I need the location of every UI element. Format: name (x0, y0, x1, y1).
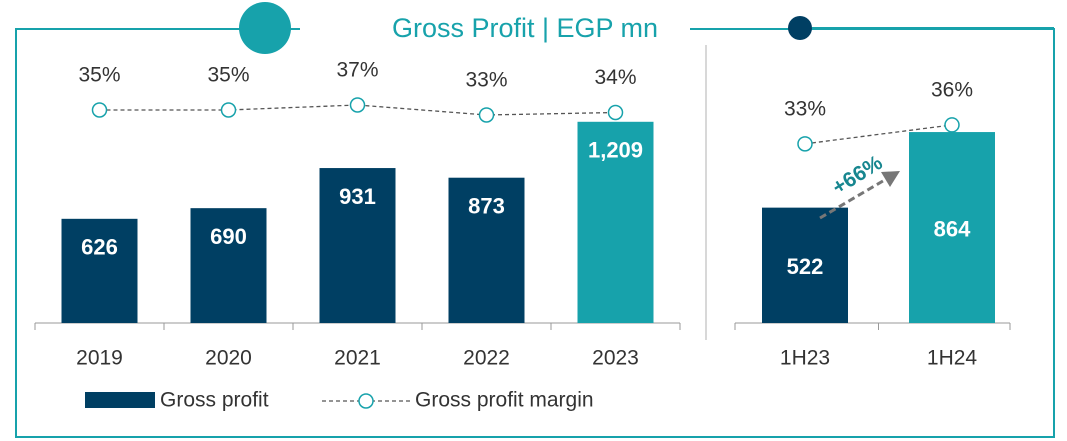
margin-label: 36% (931, 78, 973, 101)
margin-marker (478, 107, 495, 123)
title-decoration (239, 2, 291, 54)
bar-value-label: 690 (210, 224, 247, 249)
growth-arrowhead (881, 171, 900, 187)
margin-label: 33% (465, 69, 507, 92)
bar-value-label: 931 (339, 184, 376, 209)
x-tick-label: 2019 (76, 347, 123, 370)
margin-label: 34% (594, 66, 636, 89)
bar-value-label: 873 (468, 194, 505, 219)
margin-label: 35% (207, 64, 249, 87)
bar-value-label: 864 (934, 216, 971, 241)
legend-swatch (85, 392, 155, 408)
x-tick-label: 1H23 (780, 347, 830, 370)
margin-marker (797, 136, 813, 152)
margin-marker (944, 117, 960, 133)
margin-marker (220, 102, 237, 118)
growth-arrow (819, 176, 889, 220)
bar (448, 177, 525, 323)
margin-label: 37% (336, 59, 378, 82)
x-tick-label: 2020 (205, 347, 252, 370)
bar (909, 132, 995, 323)
margin-marker (349, 97, 366, 113)
margin-marker (91, 102, 108, 118)
legend-label: Gross profit margin (415, 389, 594, 412)
bar (762, 207, 848, 323)
margin-marker (607, 104, 624, 121)
bar-value-label: 522 (787, 254, 824, 279)
x-tick-label: 1H24 (927, 347, 978, 370)
frame (15, 28, 1055, 438)
legend-label: Gross profit (160, 389, 269, 412)
margin-line (804, 124, 953, 145)
chart-title: Gross Profit | EGP mn (392, 13, 658, 43)
x-tick-label: 2022 (463, 347, 510, 370)
bar (61, 218, 138, 323)
title-backdrop (300, 12, 690, 46)
bar-value-label: 626 (81, 235, 118, 260)
annotation: +66% (828, 151, 887, 199)
margin-line (99, 104, 616, 116)
margin-label: 33% (784, 97, 826, 120)
bar (577, 121, 654, 323)
bar (190, 208, 267, 323)
x-tick-label: 2023 (592, 347, 639, 370)
legend-marker (358, 393, 374, 409)
x-tick-label: 2021 (334, 347, 381, 370)
bar-value-label: 1,209 (588, 138, 643, 163)
margin-label: 35% (78, 64, 120, 87)
title-decoration (788, 16, 812, 40)
bar (319, 168, 396, 323)
